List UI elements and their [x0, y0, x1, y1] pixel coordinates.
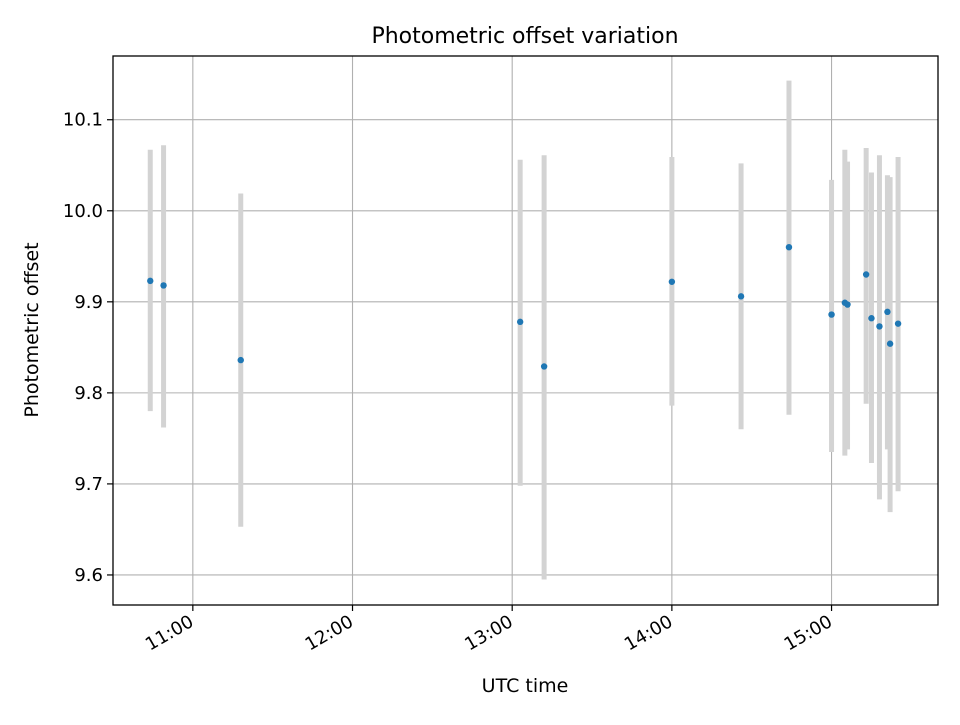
data-point	[785, 243, 793, 251]
data-point	[868, 315, 875, 322]
y-tick-label: 10.1	[63, 110, 103, 131]
data-point	[668, 278, 676, 285]
chart-title: Photometric offset variation	[371, 24, 678, 49]
y-tick-label: 10.0	[63, 201, 103, 222]
y-axis-ticks: 9.6 9.7 9.8 9.9 10.0 10.1	[63, 110, 113, 586]
y-tick-label: 9.8	[74, 383, 103, 404]
data-point	[160, 282, 167, 289]
data-point	[884, 308, 891, 316]
y-axis-label: Photometric offset	[21, 242, 43, 417]
data-point	[147, 277, 154, 285]
data-point	[737, 293, 745, 300]
data-point	[894, 320, 902, 327]
data-point	[237, 356, 244, 364]
data-point	[876, 323, 883, 330]
y-tick-label: 9.7	[74, 474, 103, 495]
y-tick-label: 9.6	[74, 565, 103, 586]
data-point	[540, 363, 548, 370]
y-tick-label: 9.9	[74, 292, 103, 313]
data-point	[828, 311, 835, 318]
data-points	[147, 243, 902, 370]
axes-frame	[112, 55, 939, 606]
data-point	[886, 340, 894, 347]
x-axis-label: UTC time	[482, 675, 569, 697]
data-point	[862, 271, 870, 278]
data-point	[516, 318, 524, 326]
data-point	[844, 301, 851, 308]
